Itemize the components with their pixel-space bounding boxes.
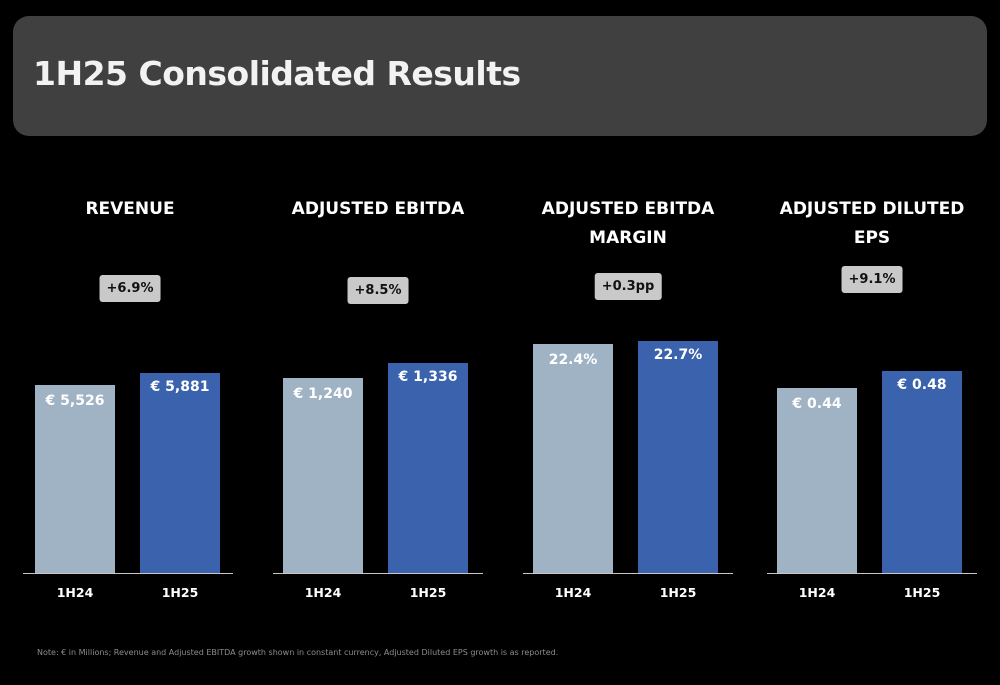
footnote: Note: € in Millions; Revenue and Adjuste… xyxy=(37,648,559,657)
chart-panel-3: ADJUSTED EBITDA MARGIN +0.3pp 22.4% 1H24 22.… xyxy=(518,190,738,610)
x-tick-label: 1H25 xyxy=(903,585,941,600)
chart-title: ADJUSTED EBITDA MARGIN xyxy=(541,199,715,248)
page-title: 1H25 Consolidated Results xyxy=(33,54,521,93)
x-tick-label: 1H24 xyxy=(56,585,94,600)
chart-title: ADJUSTED EBITDA xyxy=(291,199,465,219)
x-tick-label: 1H24 xyxy=(554,585,592,600)
x-axis-line xyxy=(273,573,483,574)
bar-1h24 xyxy=(35,385,115,573)
x-tick-label: 1H25 xyxy=(409,585,447,600)
data-label: € 5,881 xyxy=(150,379,210,395)
bar-1h25 xyxy=(388,363,468,573)
x-axis-line xyxy=(23,573,233,574)
data-label: € 1,240 xyxy=(293,386,353,402)
data-label: 22.4% xyxy=(548,352,598,368)
x-tick-label: 1H24 xyxy=(798,585,836,600)
data-label: 22.7% xyxy=(653,347,703,363)
bar-1h24 xyxy=(777,388,857,573)
bar-1h24 xyxy=(283,378,363,573)
data-label: € 0.48 xyxy=(897,377,947,393)
data-label: € 0.44 xyxy=(792,396,842,412)
x-tick-label: 1H24 xyxy=(304,585,342,600)
x-axis-line xyxy=(767,573,977,574)
chart-title: ADJUSTED DILUTED EPS xyxy=(779,199,965,248)
x-tick-label: 1H25 xyxy=(161,585,199,600)
chart-panel-2: ADJUSTED EBITDA +8.5% € 1,240 1H24 € 1,336 1H… xyxy=(268,190,488,610)
bar-1h25 xyxy=(882,371,962,573)
data-label: € 1,336 xyxy=(398,369,458,385)
chart-title: REVENUE xyxy=(85,199,175,219)
chart-panel-4: ADJUSTED DILUTED EPS +9.1% € 0.44 1H24 € 0.4… xyxy=(762,190,982,610)
x-tick-label: 1H25 xyxy=(659,585,697,600)
growth-badge: +0.3pp xyxy=(594,273,662,300)
bar-1h25 xyxy=(638,341,718,573)
bar-1h24 xyxy=(533,344,613,573)
growth-badge: +9.1% xyxy=(841,266,903,293)
chart-panel-1: REVENUE +6.9% € 5,526 1H24 € 5,881 1H25 xyxy=(20,190,240,610)
x-axis-line xyxy=(523,573,733,574)
bar-1h25 xyxy=(140,373,220,573)
data-label: € 5,526 xyxy=(45,393,105,409)
growth-badge: +6.9% xyxy=(99,275,161,302)
header-banner: 1H25 Consolidated Results xyxy=(13,16,987,136)
growth-badge: +8.5% xyxy=(347,277,409,304)
